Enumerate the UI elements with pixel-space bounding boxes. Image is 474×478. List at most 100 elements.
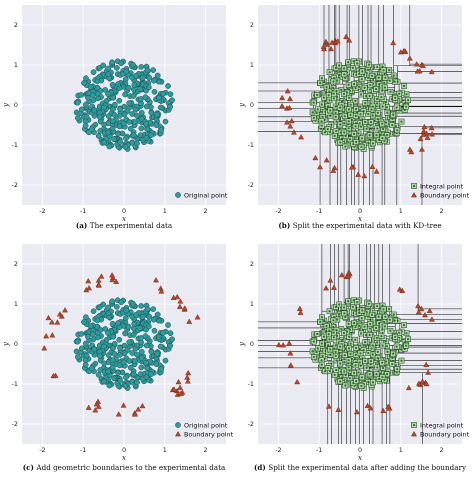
data-point-dot	[354, 364, 357, 367]
data-point-original-point	[156, 94, 163, 101]
data-point-original-point	[78, 345, 85, 352]
data-point-dot	[376, 127, 379, 130]
data-point-dot	[356, 62, 359, 65]
data-point-original-point	[132, 106, 139, 113]
data-point-dot	[335, 120, 338, 123]
data-point-dot	[334, 354, 337, 357]
data-point-original-point	[91, 107, 98, 114]
data-point-dot	[347, 300, 350, 303]
data-point-dot	[349, 113, 352, 116]
data-point-boundary-point	[421, 123, 428, 130]
data-point-dot	[340, 88, 343, 92]
data-point-dot	[397, 92, 401, 95]
data-point-dot	[374, 326, 378, 330]
data-point-dot	[388, 79, 391, 82]
legend-marker	[411, 191, 417, 198]
data-point-original-point	[146, 313, 153, 320]
data-point-dot	[375, 373, 378, 376]
data-point-dot	[388, 318, 391, 321]
data-point-dot	[405, 332, 408, 335]
data-point-dot	[354, 107, 358, 111]
data-point-dot	[343, 122, 346, 125]
data-point-original-point	[109, 320, 116, 327]
data-point-original-point	[87, 84, 94, 90]
data-point-original-point	[122, 76, 129, 83]
data-point-dot	[343, 354, 346, 357]
data-point-boundary-point	[181, 305, 188, 311]
y-tick-label: -1	[12, 380, 18, 388]
data-point-dot	[312, 340, 315, 343]
data-point-dot	[354, 346, 358, 350]
data-point-original-point	[118, 299, 125, 306]
panel-a: -2 -2 -1 -1 0 0 1 1 2 2 x y Original point (a) The ex…	[2, 5, 228, 230]
data-point-dot	[376, 366, 379, 369]
y-tick-label: 0	[250, 101, 254, 109]
data-point-dot	[354, 353, 357, 357]
data-point-dot	[348, 138, 352, 141]
data-point-dot	[384, 121, 388, 124]
data-point-boundary-point	[428, 316, 435, 322]
data-point-original-point	[95, 95, 101, 102]
data-point-boundary-point	[414, 68, 421, 74]
data-point-boundary-point	[115, 411, 122, 417]
x-tick-label: -1	[80, 446, 86, 454]
data-point-dot	[326, 367, 329, 370]
data-point-dot	[344, 76, 347, 80]
data-point-boundary-point	[158, 288, 165, 294]
data-point-dot	[356, 301, 359, 304]
data-point-dot	[386, 111, 389, 114]
data-point-dot	[349, 103, 352, 106]
data-point-dot	[391, 362, 394, 366]
data-point-original-point	[120, 359, 127, 366]
data-point-dot	[370, 74, 374, 77]
data-point-original-point	[101, 378, 108, 385]
data-point-original-point	[89, 331, 96, 338]
data-point-original-point	[146, 84, 152, 91]
data-point-original-point	[117, 139, 123, 145]
data-point-dot	[367, 351, 370, 355]
data-point-boundary-point	[171, 386, 178, 392]
data-point-original-point	[115, 320, 121, 326]
data-point-boundary-point	[45, 314, 52, 321]
data-point-dot	[347, 61, 350, 64]
data-point-dot	[395, 345, 398, 348]
data-point-original-point	[116, 123, 123, 130]
data-point-original-point	[74, 354, 81, 360]
data-point-dot	[348, 96, 351, 99]
data-point-original-point	[122, 383, 129, 389]
legend-label: Integral point	[420, 182, 464, 190]
data-point-original-point	[144, 67, 151, 74]
data-point-original-point	[106, 143, 113, 150]
data-point-original-point	[160, 90, 166, 97]
data-point-original-point	[122, 91, 128, 98]
data-point-original-point	[148, 132, 154, 138]
data-point-boundary-point	[98, 273, 105, 279]
plot-area	[73, 58, 175, 152]
data-point-dot	[328, 90, 331, 93]
data-point-original-point	[167, 342, 173, 349]
data-point-boundary-point	[405, 384, 412, 391]
data-point-original-point	[82, 361, 89, 368]
data-point-boundary-point	[334, 38, 341, 44]
data-point-boundary-point	[288, 117, 295, 124]
y-axis-label: y	[2, 102, 10, 108]
data-point-dot	[316, 108, 319, 111]
data-point-dot	[359, 93, 363, 96]
data-point-boundary-point	[415, 380, 422, 386]
data-point-original-point	[138, 109, 145, 116]
data-point-dot	[365, 127, 368, 130]
data-point-dot	[338, 64, 341, 67]
y-tick-label: -2	[12, 420, 18, 428]
data-point-original-point	[148, 109, 155, 116]
data-point-dot	[352, 83, 356, 86]
data-point-dot	[334, 111, 337, 114]
data-point-original-point	[158, 127, 165, 134]
data-point-original-point	[117, 106, 123, 112]
data-point-dot	[339, 106, 342, 109]
data-point-dot	[354, 325, 357, 329]
x-tick-label: 0	[122, 207, 126, 215]
data-point-dot	[361, 70, 364, 73]
data-point-original-point	[137, 86, 143, 92]
data-point-boundary-point	[43, 333, 50, 339]
data-point-original-point	[151, 327, 158, 334]
